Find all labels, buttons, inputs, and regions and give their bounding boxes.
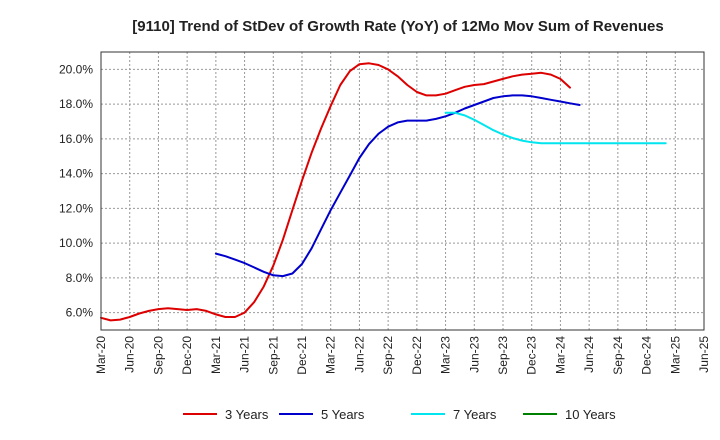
legend-label: 10 Years (565, 407, 616, 422)
legend: 3 Years 5 Years 7 Years 10 Years (183, 407, 616, 422)
x-tick-label: Mar-25 (668, 336, 682, 374)
y-tick-label: 12.0% (59, 201, 93, 215)
y-tick-label: 16.0% (59, 132, 93, 146)
x-tick-label: Dec-22 (410, 336, 424, 375)
x-axis: Mar-20 Jun-20 Sep-20 Dec-20 Mar-21 Jun-21 Sep-… (94, 336, 711, 375)
x-tick-label: Sep-22 (381, 336, 395, 375)
series-layer (100, 62, 667, 322)
x-tick-label: Sep-23 (496, 336, 510, 375)
x-tick-label: Dec-23 (525, 336, 539, 375)
x-tick-label: Dec-21 (295, 336, 309, 375)
y-tick-label: 6.0% (66, 306, 94, 320)
x-tick-label: Jun-25 (697, 336, 711, 373)
legend-label: 7 Years (453, 407, 497, 422)
x-tick-label: Mar-24 (553, 336, 567, 374)
y-axis: 6.0% 8.0% 10.0% 12.0% 14.0% 16.0% 18.0% 20.0% (59, 62, 93, 319)
x-tick-label: Dec-24 (640, 336, 654, 375)
series-line-7-years (444, 111, 667, 145)
legend-label: 5 Years (321, 407, 365, 422)
series-line-5-years (214, 94, 581, 278)
grid (101, 52, 704, 330)
x-tick-label: Sep-24 (611, 336, 625, 375)
y-tick-label: 8.0% (66, 271, 94, 285)
legend-label: 3 Years (225, 407, 269, 422)
y-tick-label: 20.0% (59, 62, 93, 76)
series-line-3-years (100, 62, 571, 322)
chart-title: [9110] Trend of StDev of Growth Rate (Yo… (132, 18, 663, 35)
y-tick-label: 18.0% (59, 97, 93, 111)
y-tick-label: 14.0% (59, 167, 93, 181)
x-tick-label: Jun-21 (238, 336, 252, 373)
x-tick-label: Jun-22 (352, 336, 366, 373)
x-tick-label: Mar-21 (209, 336, 223, 374)
plot-area (101, 52, 704, 330)
x-tick-label: Dec-20 (180, 336, 194, 375)
x-tick-label: Mar-23 (439, 336, 453, 374)
y-tick-label: 10.0% (59, 236, 93, 250)
plot-frame (100, 51, 705, 331)
x-tick-label: Sep-21 (266, 336, 280, 375)
x-tick-label: Mar-22 (324, 336, 338, 374)
x-tick-label: Jun-23 (467, 336, 481, 373)
x-tick-label: Jun-24 (582, 336, 596, 373)
x-tick-label: Sep-20 (151, 336, 165, 375)
x-tick-label: Mar-20 (94, 336, 108, 374)
x-tick-label: Jun-20 (123, 336, 137, 373)
